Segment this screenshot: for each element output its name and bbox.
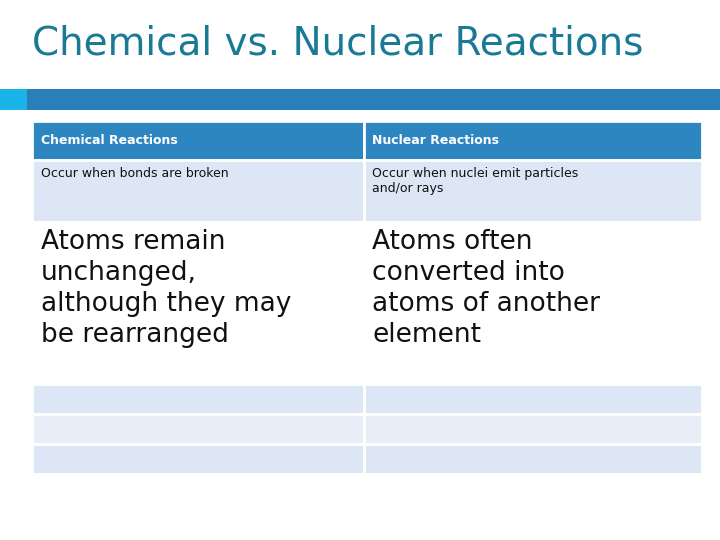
Bar bbox=[364, 414, 702, 444]
Bar bbox=[32, 444, 364, 474]
Bar bbox=[0, 89, 720, 110]
Bar bbox=[32, 160, 364, 222]
Bar bbox=[32, 384, 364, 414]
Bar bbox=[32, 122, 364, 160]
Bar bbox=[0, 89, 27, 110]
Text: Atoms often
converted into
atoms of another
element: Atoms often converted into atoms of anot… bbox=[372, 229, 600, 348]
Bar bbox=[364, 122, 702, 160]
Bar bbox=[364, 384, 702, 414]
Bar bbox=[364, 222, 702, 384]
Text: Occur when bonds are broken: Occur when bonds are broken bbox=[41, 167, 229, 180]
Text: Atoms remain
unchanged,
although they may
be rearranged: Atoms remain unchanged, although they ma… bbox=[41, 229, 292, 348]
Text: Chemical Reactions: Chemical Reactions bbox=[41, 134, 178, 147]
Bar bbox=[364, 160, 702, 222]
Text: Chemical vs. Nuclear Reactions: Chemical vs. Nuclear Reactions bbox=[32, 24, 644, 62]
Bar bbox=[32, 414, 364, 444]
Bar bbox=[32, 222, 364, 384]
Bar bbox=[364, 444, 702, 474]
Text: Occur when nuclei emit particles
and/or rays: Occur when nuclei emit particles and/or … bbox=[372, 167, 578, 195]
Text: Nuclear Reactions: Nuclear Reactions bbox=[372, 134, 499, 147]
